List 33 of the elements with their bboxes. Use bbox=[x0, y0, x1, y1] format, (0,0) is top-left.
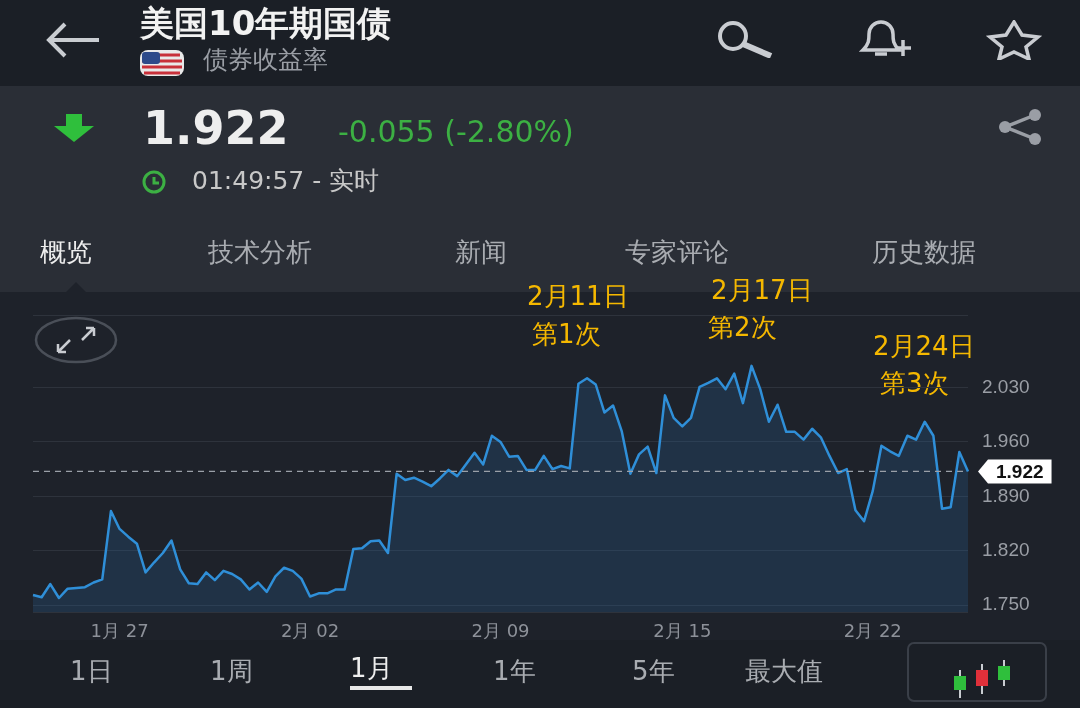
annotation: 第3次 bbox=[880, 367, 949, 400]
chart-subtitle: 债券收益率 bbox=[203, 44, 328, 76]
text: 1周 bbox=[210, 655, 253, 688]
ref-line-label: 1.922 bbox=[996, 460, 1044, 482]
text: 概览 bbox=[40, 236, 92, 269]
text: 1月 bbox=[350, 652, 393, 685]
text: -0.055 (-2.80%) bbox=[338, 113, 574, 151]
text: 新闻 bbox=[455, 236, 507, 269]
y-tick-label: 1.750 bbox=[982, 593, 1030, 615]
annotation: 2月24日 bbox=[873, 330, 975, 363]
x-tick-label: 2月 15 bbox=[653, 620, 712, 642]
y-tick-label: 1.820 bbox=[982, 538, 1030, 560]
text: 1日 bbox=[70, 655, 113, 688]
text: 历史数据 bbox=[872, 236, 976, 269]
chart-title: 美国10年期国债 bbox=[140, 2, 392, 45]
y-tick-label: 1.890 bbox=[982, 484, 1030, 506]
x-tick-label: 2月 02 bbox=[281, 620, 340, 642]
text: 1年 bbox=[493, 655, 536, 688]
text: 1.922 bbox=[143, 100, 289, 157]
x-tick-label: 1月 27 bbox=[90, 620, 149, 642]
text: 01:49:57 - 实时 bbox=[192, 165, 380, 197]
y-tick-label: 2.030 bbox=[982, 375, 1030, 397]
annotation: 第2次 bbox=[708, 311, 777, 344]
x-tick-label: 2月 09 bbox=[471, 620, 530, 642]
text: 2月11日 bbox=[527, 280, 629, 313]
text: 最大值 bbox=[745, 655, 823, 688]
annotation: 第1次 bbox=[532, 318, 601, 351]
text: 技术分析 bbox=[208, 236, 312, 269]
text: 2月17日 bbox=[711, 274, 813, 307]
x-tick-label: 2月 22 bbox=[843, 620, 902, 642]
text: 专家评论 bbox=[625, 236, 729, 269]
y-tick-label: 1.960 bbox=[982, 430, 1030, 452]
text: 5年 bbox=[632, 655, 675, 688]
